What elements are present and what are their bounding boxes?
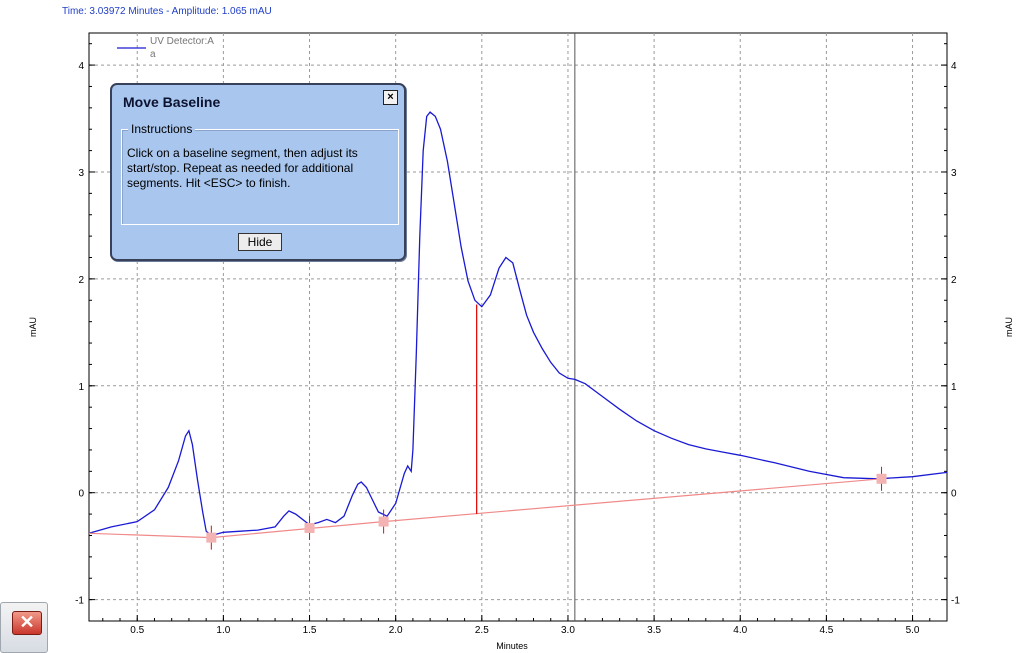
close-panel: ✕ <box>0 602 48 653</box>
close-icon[interactable]: ✕ <box>12 611 42 635</box>
y-tick-label-right: 3 <box>951 168 957 179</box>
baseline-markers <box>206 466 887 550</box>
x-tick-label: 5.0 <box>906 625 920 636</box>
y-tick-label: -1 <box>75 596 84 607</box>
legend-sublabel: a <box>150 49 156 60</box>
y-tick-label-right: 0 <box>951 489 957 500</box>
x-tick-label: 4.0 <box>733 625 747 636</box>
baseline-line <box>88 478 882 539</box>
y-tick-label: 4 <box>78 61 84 72</box>
x-tick-label: 1.0 <box>216 625 230 636</box>
x-tick-label: 1.5 <box>303 625 317 636</box>
ticks: 0.5 1.0 1.5 2.0 2.5 3.0 3.5 4.0 4.5 5.0 -1 -1 0 0 1 1 2 2… <box>75 43 960 636</box>
legend-label: UV Detector:A <box>150 36 214 47</box>
y-tick-label: 0 <box>78 489 84 500</box>
move-baseline-dialog[interactable]: Move Baseline × Instructions Click on a … <box>110 83 406 261</box>
x-tick-label: 2.5 <box>475 625 489 636</box>
y-axis-label-left: mAU <box>28 317 38 337</box>
x-tick-label: 3.5 <box>647 625 661 636</box>
instructions-text: Click on a baseline segment, then adjust… <box>127 146 358 190</box>
plot-frame <box>88 32 948 622</box>
x-axis-label: Minutes <box>496 641 528 651</box>
x-tick-label: 3.0 <box>561 625 575 636</box>
baseline-marker <box>206 532 217 543</box>
legend: UV Detector:A a <box>117 36 214 60</box>
y-tick-label-right: 1 <box>951 382 957 393</box>
y-tick-label-right: 4 <box>951 61 957 72</box>
y-tick-label-right: 2 <box>951 275 957 286</box>
y-axis-label-right: mAU <box>1004 317 1014 337</box>
instructions-legend: Instructions <box>128 122 196 136</box>
y-tick-label-right: -1 <box>951 596 960 607</box>
signal-trace <box>88 111 948 537</box>
grid <box>89 33 947 621</box>
hide-button[interactable]: Hide <box>238 233 282 251</box>
baseline-marker <box>876 473 887 484</box>
instructions-group: Instructions Click on a baseline segment… <box>121 122 399 225</box>
status-readout: Time: 3.03972 Minutes - Amplitude: 1.065… <box>62 6 272 17</box>
x-tick-label: 2.0 <box>389 625 403 636</box>
y-tick-label: 3 <box>78 168 84 179</box>
baseline-marker <box>378 516 389 527</box>
dialog-title: Move Baseline <box>123 94 221 110</box>
y-tick-label: 1 <box>78 382 84 393</box>
y-tick-label: 2 <box>78 275 84 286</box>
series-group <box>88 111 948 539</box>
dialog-close-button[interactable]: × <box>383 90 398 105</box>
x-tick-label: 0.5 <box>130 625 144 636</box>
x-tick-label: 4.5 <box>819 625 833 636</box>
baseline-marker <box>304 522 315 533</box>
